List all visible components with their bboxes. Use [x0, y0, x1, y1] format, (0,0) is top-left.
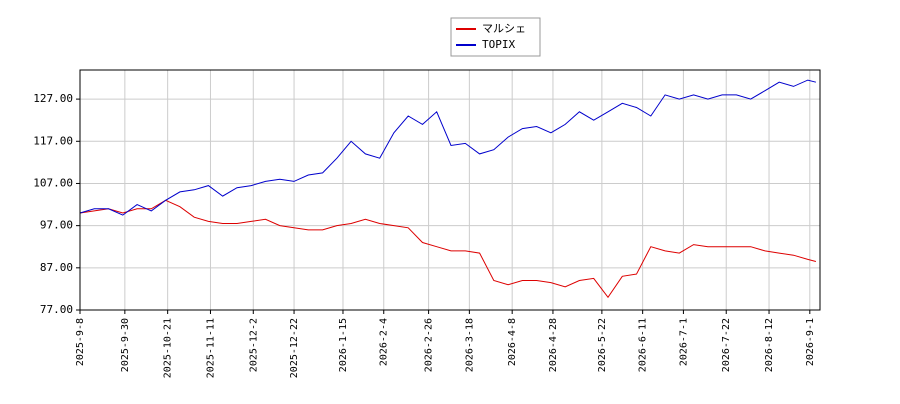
x-tick-label: 2026-2-4: [379, 318, 390, 366]
y-tick-label: 77.00: [40, 303, 73, 316]
x-tick-label: 2026-5-22: [597, 318, 608, 372]
x-tick-label: 2025-12-2: [248, 318, 259, 372]
y-tick-label: 117.00: [33, 134, 73, 147]
x-tick-label: 2025-9-30: [120, 318, 131, 372]
y-tick-label: 127.00: [33, 92, 73, 105]
x-tick-label: 2025-9-8: [75, 318, 86, 366]
x-tick-label: 2026-9-1: [805, 318, 816, 366]
series-line: [79, 79, 817, 216]
y-tick-label: 107.00: [33, 176, 73, 189]
x-tick-label: 2026-4-8: [507, 318, 518, 366]
x-tick-label: 2026-7-1: [678, 318, 689, 366]
y-tick-label: 87.00: [40, 261, 73, 274]
legend-label: TOPIX: [482, 38, 515, 51]
x-tick-label: 2026-2-26: [424, 318, 435, 372]
legend-label: マルシェ: [482, 22, 526, 35]
x-tick-label: 2026-4-28: [548, 318, 559, 372]
x-tick-label: 2026-6-11: [638, 318, 649, 372]
plot-frame: [79, 69, 821, 311]
x-tick-label: 2025-10-21: [163, 318, 174, 378]
x-tick-label: 2026-1-15: [338, 318, 349, 372]
plot: [79, 70, 820, 311]
x-tick-label: 2026-7-22: [721, 318, 732, 372]
legend-box: [450, 17, 541, 57]
series-line: [79, 199, 817, 299]
x-tick-label: 2026-3-18: [464, 318, 475, 372]
x-tick-label: 2026-8-12: [764, 318, 775, 372]
x-tick-label: 2025-11-11: [205, 318, 216, 378]
x-tick-label: 2025-12-22: [289, 318, 300, 378]
y-tick-label: 97.00: [40, 219, 73, 232]
